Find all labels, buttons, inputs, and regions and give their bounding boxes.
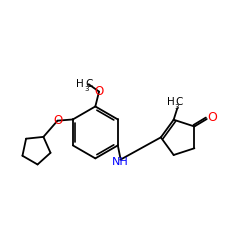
Text: C: C [85,79,92,89]
Text: O: O [207,110,217,124]
Text: H: H [76,79,84,89]
Text: 3: 3 [175,104,180,110]
Text: O: O [94,85,104,98]
Text: 3: 3 [84,86,89,92]
Text: NH: NH [112,157,129,167]
Text: C: C [175,98,182,108]
Text: H: H [167,98,174,108]
Text: O: O [53,114,62,127]
